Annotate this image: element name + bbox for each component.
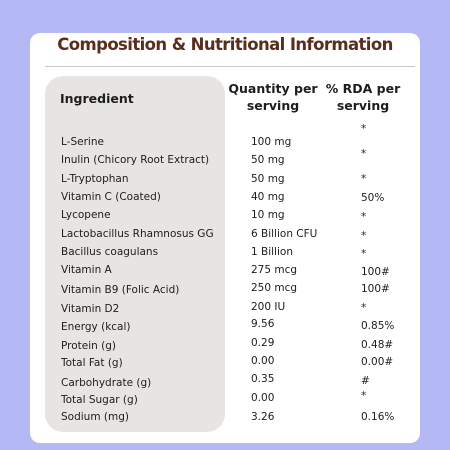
- rda-cell: 100#: [361, 266, 390, 278]
- ingredient-column-panel: [45, 76, 225, 432]
- rda-cell: *: [361, 230, 367, 242]
- ingredient-cell: Total Sugar (g): [61, 394, 138, 406]
- rda-cell: 0.48#: [361, 339, 394, 351]
- ingredient-cell: Carbohydrate (g): [61, 377, 152, 389]
- ingredient-cell: Total Fat (g): [61, 357, 123, 369]
- quantity-cell: 3.26: [251, 411, 275, 423]
- rda-cell: 0.00#: [361, 356, 394, 368]
- rda-cell: *: [361, 148, 367, 160]
- title-divider: [45, 66, 415, 67]
- header-quantity: Quantity per serving: [228, 81, 318, 113]
- ingredient-cell: Protein (g): [61, 340, 117, 352]
- rda-cell: *: [361, 302, 367, 314]
- ingredient-cell: Vitamin D2: [61, 303, 120, 315]
- ingredient-cell: Bacillus coagulans: [61, 246, 159, 258]
- ingredient-cell: Lactobacillus Rhamnosus GG: [61, 228, 214, 240]
- rda-cell: *: [361, 211, 367, 223]
- rda-cell: 0.85%: [361, 320, 395, 332]
- quantity-cell: 200 IU: [251, 301, 286, 313]
- quantity-cell: 0.00: [251, 392, 275, 404]
- rda-cell: *: [361, 123, 367, 135]
- ingredient-cell: Lycopene: [61, 209, 111, 221]
- rda-cell: *: [361, 248, 367, 260]
- rda-cell: 100#: [361, 283, 390, 295]
- ingredient-cell: Vitamin C (Coated): [61, 191, 161, 203]
- ingredient-cell: Vitamin B9 (Folic Acid): [61, 284, 180, 296]
- quantity-cell: 50 mg: [251, 173, 285, 185]
- quantity-cell: 250 mcg: [251, 282, 298, 294]
- quantity-cell: 275 mcg: [251, 264, 298, 276]
- header-ingredient: Ingredient: [60, 91, 134, 106]
- quantity-cell: 6 Billion CFU: [251, 228, 318, 240]
- rda-cell: #: [361, 375, 370, 387]
- ingredient-cell: L-Serine: [61, 136, 104, 148]
- ingredient-cell: Sodium (mg): [61, 411, 129, 423]
- rda-cell: 0.16%: [361, 411, 395, 423]
- ingredient-cell: L-Tryptophan: [61, 173, 129, 185]
- quantity-cell: 0.00: [251, 355, 275, 367]
- header-rda: % RDA per serving: [325, 81, 401, 113]
- rda-cell: *: [361, 173, 367, 185]
- page-title: Composition & Nutritional Information: [57, 35, 393, 54]
- quantity-cell: 100 mg: [251, 136, 292, 148]
- quantity-cell: 10 mg: [251, 209, 285, 221]
- rda-cell: *: [361, 390, 367, 402]
- quantity-cell: 9.56: [251, 318, 275, 330]
- quantity-cell: 40 mg: [251, 191, 285, 203]
- quantity-cell: 50 mg: [251, 154, 285, 166]
- ingredient-cell: Energy (kcal): [61, 321, 131, 333]
- quantity-cell: 0.29: [251, 337, 275, 349]
- quantity-cell: 1 Billion: [251, 246, 293, 258]
- ingredient-cell: Vitamin A: [61, 264, 112, 276]
- quantity-cell: 0.35: [251, 373, 275, 385]
- rda-cell: 50%: [361, 192, 385, 204]
- ingredient-cell: Inulin (Chicory Root Extract): [61, 154, 210, 166]
